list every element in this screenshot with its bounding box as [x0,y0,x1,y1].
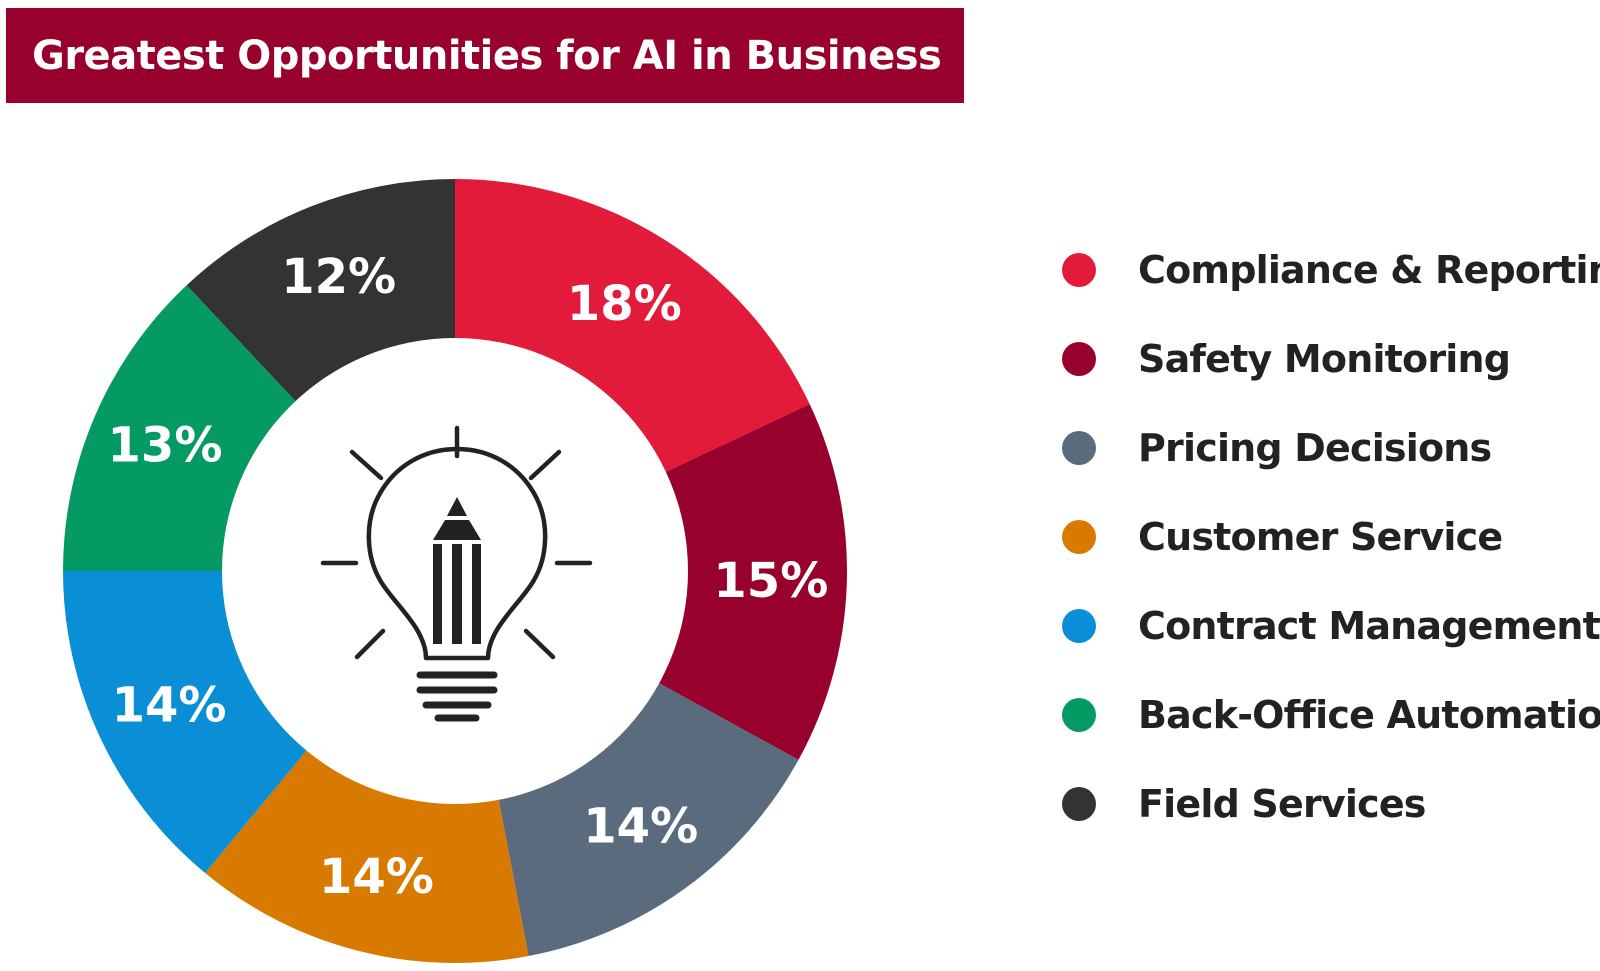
title-banner: Greatest Opportunities for AI in Busines… [6,8,964,103]
legend-item: Customer Service [1062,513,1600,561]
legend-swatch-icon [1062,520,1096,554]
legend-label: Back-Office Automation [1138,693,1600,737]
legend: Compliance & Reporting Safety Monitoring P… [1062,246,1600,869]
donut-labels: 18% 15% 14% 14% 14% 13% 12% [108,249,829,905]
legend-swatch-icon [1062,253,1096,287]
legend-label: Customer Service [1138,515,1503,559]
legend-item: Contract Management [1062,602,1600,650]
donut-chart: 18% 15% 14% 14% 14% 13% 12% [63,178,847,963]
slice-value-label: 13% [108,418,223,474]
legend-item: Pricing Decisions [1062,424,1600,472]
slice-value-label: 12% [281,249,396,305]
legend-swatch-icon [1062,787,1096,821]
legend-label: Pricing Decisions [1138,426,1492,470]
legend-item: Safety Monitoring [1062,335,1600,383]
legend-label: Contract Management [1138,604,1600,648]
legend-swatch-icon [1062,342,1096,376]
slice-value-label: 14% [112,678,227,734]
legend-label: Compliance & Reporting [1138,248,1600,292]
legend-swatch-icon [1062,609,1096,643]
chart-title: Greatest Opportunities for AI in Busines… [32,32,942,79]
legend-item: Field Services [1062,780,1600,828]
legend-item: Back-Office Automation [1062,691,1600,739]
legend-item: Compliance & Reporting [1062,246,1600,294]
slice-value-label: 14% [319,849,434,905]
legend-swatch-icon [1062,698,1096,732]
legend-label: Safety Monitoring [1138,337,1511,381]
slice-value-label: 15% [713,553,828,609]
slice-value-label: 14% [583,799,698,855]
lightbulb-pencil-icon [320,425,593,722]
legend-swatch-icon [1062,431,1096,465]
slice-value-label: 18% [567,276,682,332]
legend-label: Field Services [1138,782,1426,826]
